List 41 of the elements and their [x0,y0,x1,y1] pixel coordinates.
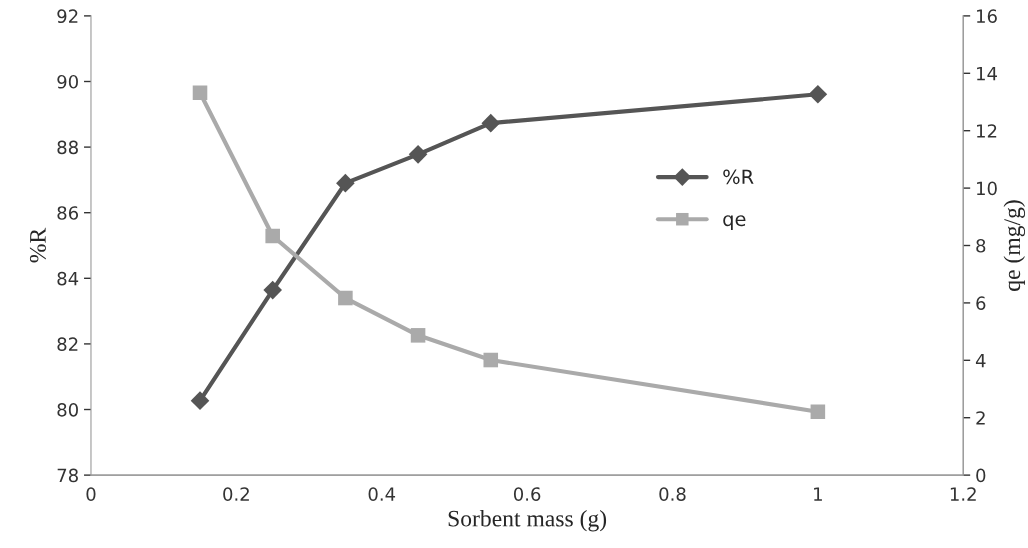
y2-tick-label: 14 [977,66,997,81]
y2-tick-label: 2 [976,411,985,425]
y2-tick-label: 6 [976,296,986,311]
point [808,84,828,104]
y2-tick-label: 0 [976,468,986,483]
point [408,145,428,164]
x-tick-label: 0.2 [223,487,249,501]
x-tick-label: 1 [814,487,822,501]
point [481,113,501,133]
x-tick-label: 1.2 [950,487,976,501]
y2-tick-label: 16 [977,9,997,24]
point [810,404,826,419]
y-axis-title: %R [29,227,46,263]
point [338,290,353,306]
point [190,391,210,410]
point [336,173,355,193]
y2-tick-label: 8 [976,238,986,253]
point [265,228,280,244]
y2-axis-title: qe (mg/g) [1003,200,1026,291]
y-tick-label: 82 [57,337,78,352]
y-tick-label: 80 [57,402,78,417]
point [410,328,426,343]
legend-label: qe [723,215,746,231]
y-tick-label: 92 [57,9,78,24]
legend-label: %R [723,169,754,185]
point [192,85,208,101]
y2-tick-label: 4 [975,354,986,368]
x-tick-label: 0.6 [513,487,541,501]
x-axis-title: Sorbent mass (g) [448,509,607,532]
y-tick-label: 88 [57,140,78,155]
y2-tick-label: 12 [977,124,997,138]
y-tick-label: 84 [57,271,79,286]
x-tick-label: 0 [86,487,96,501]
x-tick-label: 0.8 [659,487,686,501]
point [483,352,499,368]
point [263,280,283,300]
y2-tick-label: 10 [977,181,997,196]
y-tick-label: 86 [57,206,79,220]
x-tick-label: 0.4 [368,487,396,501]
y-tick-label: 78 [57,468,78,483]
y-tick-label: 90 [57,74,78,89]
